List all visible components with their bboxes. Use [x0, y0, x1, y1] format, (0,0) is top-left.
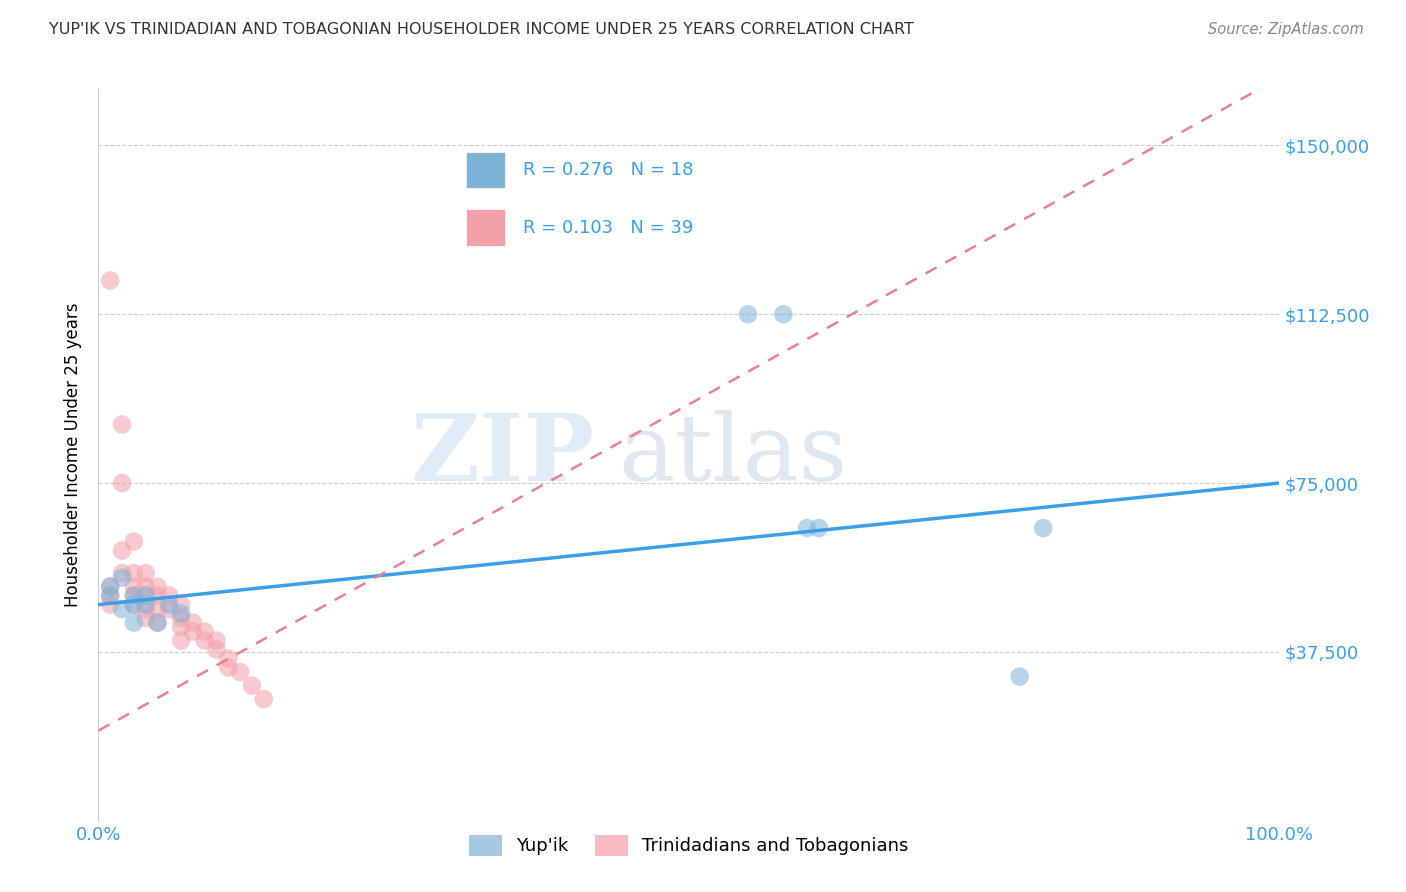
- Point: [135, 566, 157, 580]
- Text: ZIP: ZIP: [411, 410, 595, 500]
- Point: [135, 611, 157, 625]
- Point: [170, 633, 193, 648]
- Point: [157, 602, 180, 616]
- Point: [1032, 521, 1054, 535]
- Point: [737, 307, 759, 321]
- Point: [122, 580, 145, 594]
- Point: [253, 692, 276, 706]
- Point: [135, 598, 157, 612]
- Point: [217, 660, 239, 674]
- Point: [157, 589, 180, 603]
- Point: [98, 589, 121, 603]
- Point: [772, 307, 794, 321]
- Point: [111, 476, 134, 491]
- Point: [122, 598, 145, 612]
- Point: [170, 620, 193, 634]
- Point: [98, 580, 121, 594]
- Point: [194, 633, 217, 648]
- Point: [205, 642, 228, 657]
- Point: [111, 602, 134, 616]
- Point: [229, 665, 252, 679]
- Legend: Yup'ik, Trinidadians and Tobagonians: Yup'ik, Trinidadians and Tobagonians: [463, 828, 915, 863]
- Point: [240, 679, 263, 693]
- Point: [111, 417, 134, 432]
- Point: [98, 589, 121, 603]
- Point: [122, 566, 145, 580]
- Point: [111, 571, 134, 585]
- Point: [146, 602, 169, 616]
- Point: [122, 598, 145, 612]
- Point: [146, 615, 169, 630]
- Point: [122, 615, 145, 630]
- Point: [181, 615, 204, 630]
- Point: [157, 598, 180, 612]
- Point: [217, 651, 239, 665]
- Point: [135, 602, 157, 616]
- Point: [170, 611, 193, 625]
- Text: Source: ZipAtlas.com: Source: ZipAtlas.com: [1208, 22, 1364, 37]
- Point: [170, 607, 193, 621]
- Point: [111, 543, 134, 558]
- Point: [194, 624, 217, 639]
- Text: atlas: atlas: [619, 410, 848, 500]
- Point: [122, 589, 145, 603]
- Point: [98, 273, 121, 287]
- Text: YUP'IK VS TRINIDADIAN AND TOBAGONIAN HOUSEHOLDER INCOME UNDER 25 YEARS CORRELATI: YUP'IK VS TRINIDADIAN AND TOBAGONIAN HOU…: [49, 22, 914, 37]
- Point: [98, 580, 121, 594]
- Point: [170, 598, 193, 612]
- Point: [122, 589, 145, 603]
- Point: [135, 580, 157, 594]
- Point: [1008, 670, 1031, 684]
- Point: [135, 589, 157, 603]
- Y-axis label: Householder Income Under 25 years: Householder Income Under 25 years: [65, 302, 83, 607]
- Point: [181, 624, 204, 639]
- Point: [146, 580, 169, 594]
- Point: [135, 589, 157, 603]
- Point: [807, 521, 830, 535]
- Point: [122, 534, 145, 549]
- Point: [111, 566, 134, 580]
- Point: [146, 615, 169, 630]
- Point: [146, 589, 169, 603]
- Point: [98, 598, 121, 612]
- Point: [205, 633, 228, 648]
- Point: [796, 521, 818, 535]
